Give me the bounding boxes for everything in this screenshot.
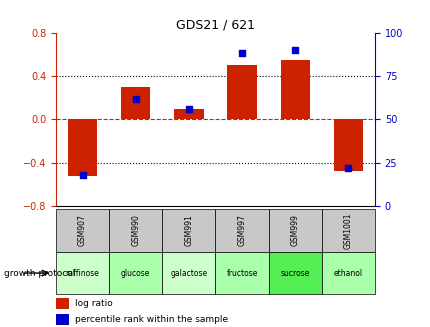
Text: sucrose: sucrose <box>280 268 309 278</box>
Text: percentile rank within the sample: percentile rank within the sample <box>75 315 228 324</box>
Bar <box>56 314 69 325</box>
Text: GSM997: GSM997 <box>237 215 246 247</box>
Text: glucose: glucose <box>121 268 150 278</box>
Text: galactose: galactose <box>170 268 207 278</box>
Text: GSM1001: GSM1001 <box>343 212 352 249</box>
Point <box>185 106 192 112</box>
Bar <box>56 252 109 294</box>
Bar <box>333 119 362 171</box>
Point <box>132 96 139 101</box>
Text: GSM991: GSM991 <box>184 215 193 247</box>
Bar <box>321 252 374 294</box>
Bar <box>280 60 309 119</box>
Bar <box>227 65 256 119</box>
Text: raffinose: raffinose <box>65 268 99 278</box>
Text: GSM907: GSM907 <box>78 215 87 247</box>
Text: GSM990: GSM990 <box>131 215 140 247</box>
Point <box>344 165 351 170</box>
Bar <box>109 209 162 252</box>
Point <box>238 51 245 56</box>
Title: GDS21 / 621: GDS21 / 621 <box>175 19 255 31</box>
Bar <box>215 252 268 294</box>
Bar <box>162 252 215 294</box>
Point <box>79 172 86 178</box>
Bar <box>321 209 374 252</box>
Text: ethanol: ethanol <box>333 268 362 278</box>
Bar <box>56 209 109 252</box>
Bar <box>162 209 215 252</box>
Text: log ratio: log ratio <box>75 299 113 308</box>
Bar <box>268 252 321 294</box>
Bar <box>174 109 203 119</box>
Bar <box>68 119 97 176</box>
Bar <box>268 209 321 252</box>
Bar <box>121 87 150 119</box>
Bar <box>215 209 268 252</box>
Text: GSM999: GSM999 <box>290 215 299 247</box>
Point <box>291 47 298 53</box>
Bar <box>56 298 69 309</box>
Bar <box>109 252 162 294</box>
Text: growth protocol: growth protocol <box>4 268 76 278</box>
Text: fructose: fructose <box>226 268 257 278</box>
